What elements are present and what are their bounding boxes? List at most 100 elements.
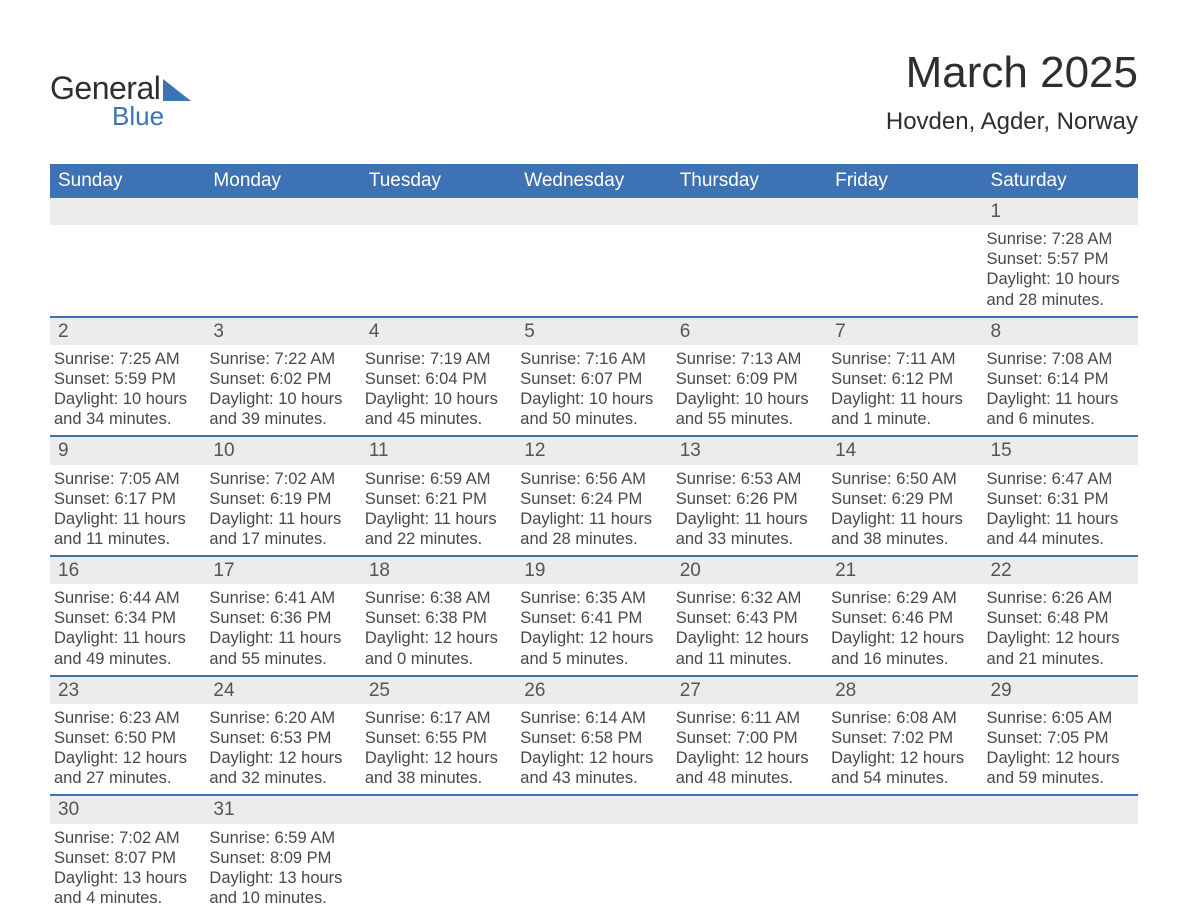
sunset-line: Sunset: 6:21 PM xyxy=(365,489,512,509)
dl2-line: and 11 minutes. xyxy=(54,529,201,549)
sunrise-line: Sunrise: 6:20 AM xyxy=(209,708,356,728)
dl1-line: Daylight: 11 hours xyxy=(365,509,512,529)
day-body: Sunrise: 6:56 AMSunset: 6:24 PMDaylight:… xyxy=(516,465,671,556)
day-number: 21 xyxy=(827,557,982,584)
day-cell: 24Sunrise: 6:20 AMSunset: 6:53 PMDayligh… xyxy=(205,676,360,796)
sunset-line: Sunset: 6:53 PM xyxy=(209,728,356,748)
day-body: Sunrise: 6:17 AMSunset: 6:55 PMDaylight:… xyxy=(361,704,516,795)
dl1-line: Daylight: 12 hours xyxy=(987,628,1134,648)
dl1-line: Daylight: 12 hours xyxy=(209,748,356,768)
dl1-line: Daylight: 10 hours xyxy=(520,389,667,409)
sunrise-line: Sunrise: 6:53 AM xyxy=(676,469,823,489)
dl1-line: Daylight: 12 hours xyxy=(54,748,201,768)
day-cell xyxy=(516,795,671,914)
sunset-line: Sunset: 8:07 PM xyxy=(54,848,201,868)
day-cell: 3Sunrise: 7:22 AMSunset: 6:02 PMDaylight… xyxy=(205,317,360,437)
sunrise-line: Sunrise: 7:16 AM xyxy=(520,349,667,369)
dl2-line: and 55 minutes. xyxy=(676,409,823,429)
day-number: 4 xyxy=(361,318,516,345)
sunset-line: Sunset: 6:41 PM xyxy=(520,608,667,628)
dl2-line: and 32 minutes. xyxy=(209,768,356,788)
day-cell: 5Sunrise: 7:16 AMSunset: 6:07 PMDaylight… xyxy=(516,317,671,437)
day-body: Sunrise: 7:08 AMSunset: 6:14 PMDaylight:… xyxy=(983,345,1138,436)
sunset-line: Sunset: 6:29 PM xyxy=(831,489,978,509)
sunrise-line: Sunrise: 6:47 AM xyxy=(987,469,1134,489)
day-cell: 19Sunrise: 6:35 AMSunset: 6:41 PMDayligh… xyxy=(516,556,671,676)
dl2-line: and 34 minutes. xyxy=(54,409,201,429)
sunset-line: Sunset: 6:38 PM xyxy=(365,608,512,628)
day-body: Sunrise: 6:11 AMSunset: 7:00 PMDaylight:… xyxy=(672,704,827,795)
day-number: 1 xyxy=(983,198,1138,225)
dl2-line: and 17 minutes. xyxy=(209,529,356,549)
dl1-line: Daylight: 10 hours xyxy=(54,389,201,409)
day-body: Sunrise: 7:25 AMSunset: 5:59 PMDaylight:… xyxy=(50,345,205,436)
day-number: 5 xyxy=(516,318,671,345)
sunset-line: Sunset: 5:59 PM xyxy=(54,369,201,389)
day-cell xyxy=(672,795,827,914)
weekday-header: Thursday xyxy=(672,164,827,198)
week-row: 2Sunrise: 7:25 AMSunset: 5:59 PMDaylight… xyxy=(50,317,1138,437)
dl1-line: Daylight: 11 hours xyxy=(831,509,978,529)
sunrise-line: Sunrise: 7:11 AM xyxy=(831,349,978,369)
brand-logo: General Blue xyxy=(50,70,191,132)
sunrise-line: Sunrise: 6:29 AM xyxy=(831,588,978,608)
day-number: 17 xyxy=(205,557,360,584)
day-body: Sunrise: 6:08 AMSunset: 7:02 PMDaylight:… xyxy=(827,704,982,795)
dl2-line: and 38 minutes. xyxy=(831,529,978,549)
dl2-line: and 1 minute. xyxy=(831,409,978,429)
day-number xyxy=(516,796,671,823)
day-number: 10 xyxy=(205,437,360,464)
location-subtitle: Hovden, Agder, Norway xyxy=(886,108,1138,136)
day-number: 19 xyxy=(516,557,671,584)
dl1-line: Daylight: 12 hours xyxy=(676,628,823,648)
dl1-line: Daylight: 13 hours xyxy=(209,868,356,888)
sunset-line: Sunset: 6:43 PM xyxy=(676,608,823,628)
sunrise-line: Sunrise: 7:08 AM xyxy=(987,349,1134,369)
dl1-line: Daylight: 11 hours xyxy=(831,389,978,409)
day-body: Sunrise: 7:02 AMSunset: 6:19 PMDaylight:… xyxy=(205,465,360,556)
day-cell: 29Sunrise: 6:05 AMSunset: 7:05 PMDayligh… xyxy=(983,676,1138,796)
day-cell: 18Sunrise: 6:38 AMSunset: 6:38 PMDayligh… xyxy=(361,556,516,676)
dl2-line: and 22 minutes. xyxy=(365,529,512,549)
dl2-line: and 11 minutes. xyxy=(676,649,823,669)
sunset-line: Sunset: 7:00 PM xyxy=(676,728,823,748)
day-number: 30 xyxy=(50,796,205,823)
day-number: 2 xyxy=(50,318,205,345)
dl2-line: and 39 minutes. xyxy=(209,409,356,429)
sunrise-line: Sunrise: 7:05 AM xyxy=(54,469,201,489)
weekday-header: Saturday xyxy=(983,164,1138,198)
day-body: Sunrise: 6:59 AMSunset: 8:09 PMDaylight:… xyxy=(205,824,360,915)
sunrise-line: Sunrise: 6:14 AM xyxy=(520,708,667,728)
day-number: 26 xyxy=(516,677,671,704)
day-body: Sunrise: 6:14 AMSunset: 6:58 PMDaylight:… xyxy=(516,704,671,795)
day-cell: 13Sunrise: 6:53 AMSunset: 6:26 PMDayligh… xyxy=(672,436,827,556)
weekday-header: Monday xyxy=(205,164,360,198)
sunset-line: Sunset: 6:55 PM xyxy=(365,728,512,748)
sunrise-line: Sunrise: 7:13 AM xyxy=(676,349,823,369)
day-number: 15 xyxy=(983,437,1138,464)
day-body: Sunrise: 6:32 AMSunset: 6:43 PMDaylight:… xyxy=(672,584,827,675)
dl2-line: and 28 minutes. xyxy=(520,529,667,549)
day-number: 6 xyxy=(672,318,827,345)
day-number xyxy=(516,198,671,225)
day-body: Sunrise: 6:20 AMSunset: 6:53 PMDaylight:… xyxy=(205,704,360,795)
sunset-line: Sunset: 7:02 PM xyxy=(831,728,978,748)
day-number xyxy=(827,796,982,823)
sunrise-line: Sunrise: 6:26 AM xyxy=(987,588,1134,608)
sunrise-line: Sunrise: 7:25 AM xyxy=(54,349,201,369)
sunrise-line: Sunrise: 7:28 AM xyxy=(987,229,1134,249)
day-number xyxy=(672,796,827,823)
day-cell: 8Sunrise: 7:08 AMSunset: 6:14 PMDaylight… xyxy=(983,317,1138,437)
title-block: March 2025 Hovden, Agder, Norway xyxy=(886,40,1138,144)
sunrise-line: Sunrise: 6:44 AM xyxy=(54,588,201,608)
dl2-line: and 27 minutes. xyxy=(54,768,201,788)
day-cell: 23Sunrise: 6:23 AMSunset: 6:50 PMDayligh… xyxy=(50,676,205,796)
day-number: 9 xyxy=(50,437,205,464)
sunset-line: Sunset: 6:19 PM xyxy=(209,489,356,509)
day-cell: 27Sunrise: 6:11 AMSunset: 7:00 PMDayligh… xyxy=(672,676,827,796)
dl1-line: Daylight: 12 hours xyxy=(520,628,667,648)
day-body: Sunrise: 6:41 AMSunset: 6:36 PMDaylight:… xyxy=(205,584,360,675)
day-body: Sunrise: 7:16 AMSunset: 6:07 PMDaylight:… xyxy=(516,345,671,436)
sunset-line: Sunset: 6:31 PM xyxy=(987,489,1134,509)
day-body: Sunrise: 6:59 AMSunset: 6:21 PMDaylight:… xyxy=(361,465,516,556)
